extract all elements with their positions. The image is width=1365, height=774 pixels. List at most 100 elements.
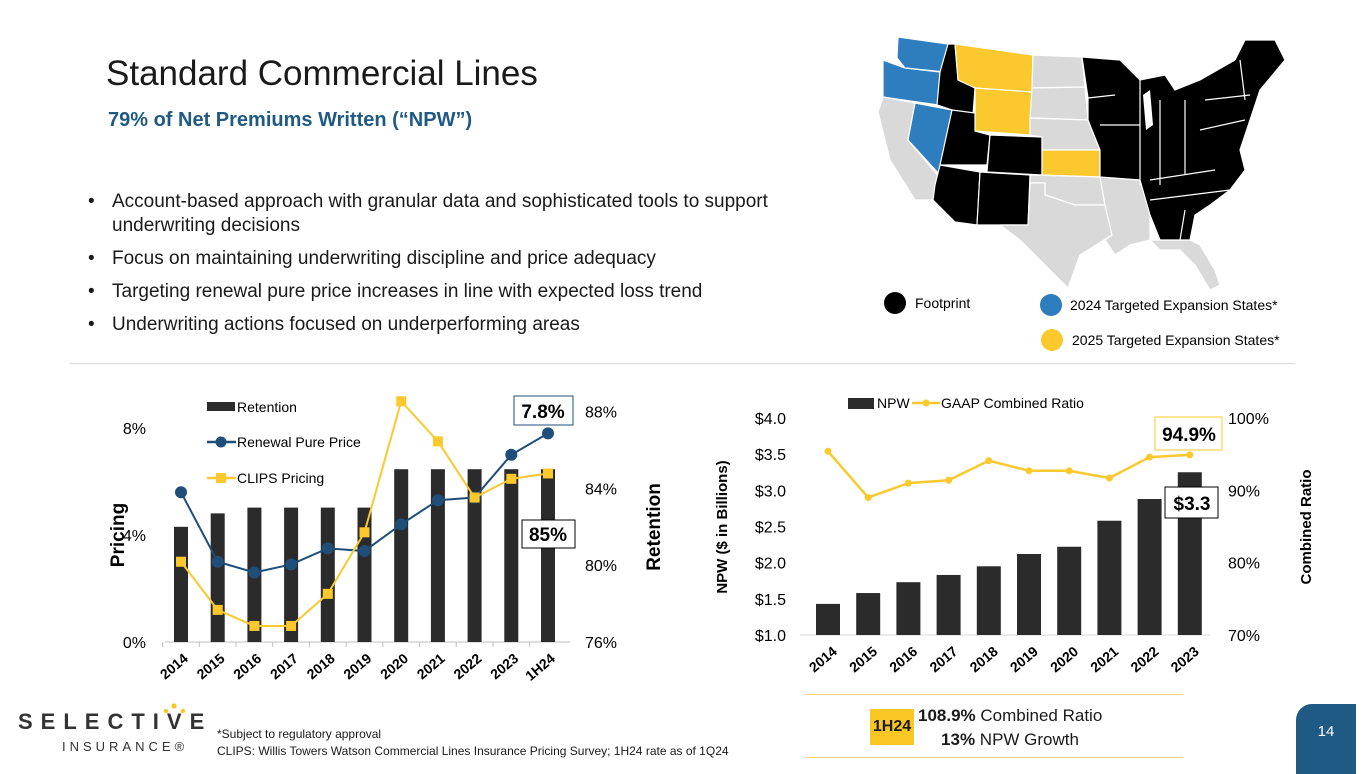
state-sd bbox=[1029, 86, 1089, 121]
npw-growth-value: 13% bbox=[941, 730, 976, 749]
legend-npw-icon bbox=[848, 398, 874, 409]
clips-pricing-point bbox=[249, 620, 260, 631]
legend-retention-icon bbox=[207, 402, 235, 411]
y-tick-label: 8% bbox=[123, 421, 146, 438]
clips-pricing-point bbox=[469, 492, 480, 503]
y2-tick-label: 80% bbox=[585, 558, 617, 575]
us-footprint-map: Footprint 2024 Targeted Expansion States… bbox=[877, 36, 1286, 351]
combined-ratio-point bbox=[864, 494, 872, 502]
company-logo: SELECTIVE bbox=[18, 709, 213, 734]
bullet-text: Focus on maintaining underwriting discip… bbox=[112, 248, 656, 269]
ratio-callout-label: 94.9% bbox=[1162, 425, 1216, 446]
x-tick-label: 2014 bbox=[806, 643, 840, 675]
footnote-regulatory: *Subject to regulatory approval bbox=[217, 727, 382, 741]
retention-bar bbox=[541, 469, 555, 642]
x-tick-label: 2015 bbox=[846, 643, 880, 675]
x-tick-label: 2016 bbox=[886, 643, 920, 675]
renewal-pure-price-point bbox=[285, 558, 298, 571]
npw-bar bbox=[936, 574, 961, 635]
combined-ratio-point bbox=[985, 457, 993, 465]
renewal-pure-price-point bbox=[321, 542, 334, 555]
bullet-list: • Account-based approach with granular da… bbox=[88, 190, 808, 346]
npw-bar bbox=[1017, 553, 1041, 635]
combined-ratio-line bbox=[827, 450, 1190, 500]
retention-bar bbox=[467, 469, 482, 642]
npw-bar bbox=[816, 603, 840, 635]
npw-bar bbox=[1057, 546, 1082, 635]
x-tick-label: 2019 bbox=[1007, 643, 1041, 675]
clips-pricing-point bbox=[359, 527, 370, 538]
x-tick-label: 2023 bbox=[1168, 643, 1202, 675]
clips-pricing-point bbox=[506, 473, 517, 484]
state-nd bbox=[1031, 54, 1086, 89]
npw-bar bbox=[1097, 520, 1122, 635]
y-tick-label: $4.0 bbox=[755, 411, 786, 428]
combined-ratio-value: 108.9% bbox=[918, 706, 976, 725]
clips-pricing-point bbox=[432, 436, 443, 447]
legend-footprint-icon bbox=[884, 292, 906, 314]
x-tick-label: 2016 bbox=[230, 650, 264, 682]
y-tick-label: $3.5 bbox=[755, 447, 786, 464]
legend-clips-marker-icon bbox=[216, 473, 226, 483]
insight-bottom-rule bbox=[805, 757, 1183, 758]
renewal-pure-price-point bbox=[431, 494, 444, 507]
combined-ratio-point bbox=[945, 476, 953, 484]
renewal-pure-price-point bbox=[211, 555, 224, 568]
legend-2025-label: 2025 Targeted Expansion States* bbox=[1072, 332, 1280, 348]
y2-tick-label: 100% bbox=[1228, 411, 1269, 428]
npw-callout-box bbox=[1164, 486, 1219, 519]
page-number: 14 bbox=[1296, 704, 1356, 774]
y2-tick-label: 90% bbox=[1228, 483, 1260, 500]
npw-bar bbox=[976, 566, 1001, 635]
x-tick-label: 2021 bbox=[1087, 643, 1121, 675]
retention-bar bbox=[504, 469, 519, 642]
x-tick-label: 1H24 bbox=[522, 650, 558, 684]
company-logo-subtitle: INSURANCE® bbox=[62, 739, 189, 754]
state-borders bbox=[1087, 59, 1251, 241]
state-co bbox=[986, 134, 1043, 176]
x-tick-label: 2018 bbox=[967, 643, 1001, 675]
retention-bar bbox=[394, 469, 409, 642]
lake-michigan bbox=[1143, 90, 1153, 130]
legend-2025-icon bbox=[1041, 329, 1063, 351]
combined-ratio-point bbox=[1146, 453, 1154, 461]
npw-growth-label: NPW Growth bbox=[975, 730, 1079, 749]
clips-pricing-point bbox=[396, 396, 407, 407]
states-footprint-east bbox=[1081, 39, 1286, 241]
combined-ratio-label: Combined Ratio bbox=[975, 706, 1103, 725]
bullet-text: Account-based approach with granular dat… bbox=[112, 191, 768, 236]
npw-bar bbox=[856, 593, 881, 635]
combined-ratio-point bbox=[1186, 451, 1194, 459]
combined-ratio-point bbox=[1105, 474, 1113, 482]
charts-layer: Pricing Retention Retention Renewal Pure… bbox=[108, 395, 1315, 684]
renewal-pure-price-point bbox=[542, 427, 554, 440]
combined-ratio-point bbox=[904, 479, 912, 487]
ratio-callout-box bbox=[1154, 416, 1223, 451]
renewal-pure-price-point bbox=[395, 518, 408, 531]
npw-combined-ratio-chart: NPW ($ in Billions) Combined Ratio NPW G… bbox=[714, 395, 1315, 675]
y-axis-title: NPW ($ in Billions) bbox=[714, 460, 731, 593]
clips-pricing-point bbox=[212, 604, 223, 615]
clips-pricing-point bbox=[286, 620, 297, 631]
x-tick-label: 2021 bbox=[414, 650, 448, 682]
renewal-pure-price-point bbox=[175, 486, 187, 499]
bullet-item: • Account-based approach with granular da… bbox=[88, 190, 808, 238]
bullet-icon: • bbox=[88, 281, 95, 302]
legend-gaap-label: GAAP Combined Ratio bbox=[941, 395, 1084, 411]
retention-callout-box bbox=[521, 519, 576, 549]
clips-pricing-point bbox=[322, 588, 333, 599]
legend-2024-label: 2024 Targeted Expansion States* bbox=[1070, 297, 1278, 313]
retention-bar bbox=[284, 507, 299, 642]
y2-tick-label: 70% bbox=[1228, 628, 1260, 645]
y2-tick-label: 88% bbox=[585, 405, 617, 422]
bullet-item: • Underwriting actions focused on underpe… bbox=[88, 313, 808, 337]
y-tick-label: $1.5 bbox=[755, 592, 786, 609]
x-tick-label: 2019 bbox=[340, 650, 374, 682]
logo-dots-icon bbox=[163, 703, 186, 714]
bullet-item: • Targeting renewal pure price increases … bbox=[88, 280, 808, 304]
combined-ratio-summary: 108.9% Combined Ratio bbox=[918, 706, 1102, 726]
y2-tick-label: 84% bbox=[585, 481, 617, 498]
retention-bar bbox=[357, 507, 372, 642]
npw-bar bbox=[1137, 499, 1162, 635]
renewal-pure-price-point bbox=[358, 545, 371, 558]
